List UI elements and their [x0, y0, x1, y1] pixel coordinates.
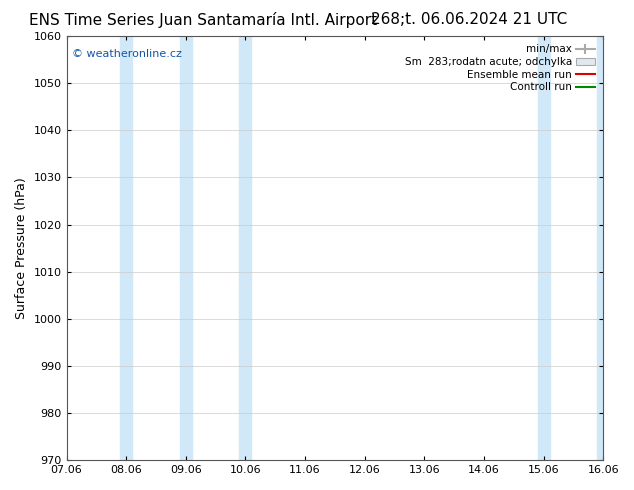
Bar: [240, 36, 252, 460]
Text: ENS Time Series Juan Santamaría Intl. Airport: ENS Time Series Juan Santamaría Intl. Ai…: [29, 12, 377, 28]
Legend: min/max, Sm  283;rodatn acute; odchylka, Ensemble mean run, Controll run: min/max, Sm 283;rodatn acute; odchylka, …: [401, 41, 598, 96]
Y-axis label: Surface Pressure (hPa): Surface Pressure (hPa): [15, 177, 28, 319]
Bar: [538, 36, 550, 460]
Text: © weatheronline.cz: © weatheronline.cz: [72, 49, 182, 59]
Bar: [180, 36, 191, 460]
Text: 268;t. 06.06.2024 21 UTC: 268;t. 06.06.2024 21 UTC: [371, 12, 567, 27]
Bar: [597, 36, 633, 460]
Bar: [120, 36, 132, 460]
